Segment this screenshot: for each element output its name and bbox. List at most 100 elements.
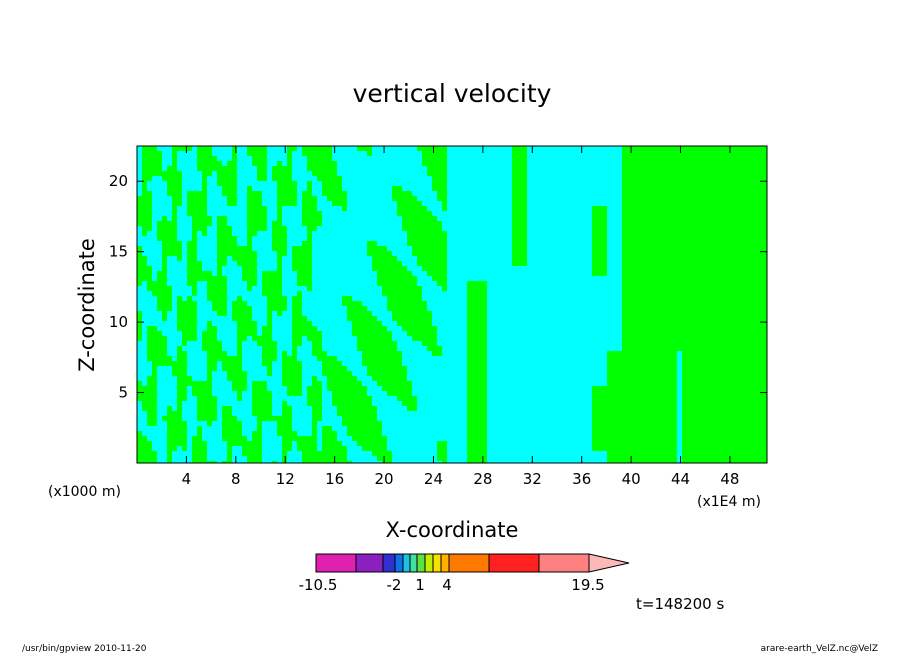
negative-cell — [597, 376, 602, 381]
negative-cell — [302, 171, 307, 176]
negative-cell — [332, 276, 337, 281]
negative-cell — [582, 191, 587, 196]
negative-cell — [452, 361, 457, 366]
negative-cell — [487, 291, 492, 296]
negative-cell — [457, 311, 462, 316]
negative-cell — [567, 331, 572, 336]
negative-cell — [317, 316, 322, 321]
negative-cell — [192, 371, 197, 376]
negative-cell — [467, 271, 472, 276]
negative-cell — [572, 316, 577, 321]
negative-cell — [277, 381, 282, 386]
negative-cell — [277, 356, 282, 361]
negative-cell — [492, 291, 497, 296]
negative-cell — [362, 456, 367, 461]
negative-cell — [162, 426, 167, 431]
negative-cell — [272, 361, 277, 366]
negative-cell — [462, 166, 467, 171]
negative-cell — [607, 331, 612, 336]
negative-cell — [577, 216, 582, 221]
negative-cell — [557, 371, 562, 376]
negative-cell — [322, 256, 327, 261]
negative-cell — [517, 286, 522, 291]
negative-cell — [547, 206, 552, 211]
negative-cell — [257, 376, 262, 381]
negative-cell — [602, 301, 607, 306]
negative-cell — [577, 401, 582, 406]
negative-cell — [527, 456, 532, 461]
negative-cell — [142, 281, 147, 286]
negative-cell — [407, 411, 412, 416]
negative-cell — [317, 296, 322, 301]
negative-cell — [507, 321, 512, 326]
negative-cell — [592, 281, 597, 286]
negative-cell — [562, 401, 567, 406]
negative-cell — [227, 396, 232, 401]
negative-cell — [227, 321, 232, 326]
negative-cell — [492, 261, 497, 266]
negative-cell — [542, 276, 547, 281]
negative-cell — [442, 366, 447, 371]
negative-cell — [447, 261, 452, 266]
negative-cell — [392, 171, 397, 176]
negative-cell — [357, 191, 362, 196]
negative-cell — [432, 456, 437, 461]
negative-cell — [187, 426, 192, 431]
negative-cell — [452, 266, 457, 271]
negative-cell — [512, 441, 517, 446]
negative-cell — [577, 196, 582, 201]
negative-cell — [502, 181, 507, 186]
negative-cell — [552, 216, 557, 221]
negative-cell — [677, 411, 682, 416]
negative-cell — [492, 216, 497, 221]
negative-cell — [537, 216, 542, 221]
negative-cell — [272, 336, 277, 341]
negative-cell — [337, 256, 342, 261]
negative-cell — [612, 236, 617, 241]
negative-cell — [472, 221, 477, 226]
negative-cell — [187, 456, 192, 461]
negative-cell — [332, 306, 337, 311]
negative-cell — [237, 406, 242, 411]
negative-cell — [477, 216, 482, 221]
negative-cell — [557, 336, 562, 341]
negative-cell — [467, 276, 472, 281]
negative-cell — [577, 236, 582, 241]
negative-cell — [192, 426, 197, 431]
negative-cell — [532, 161, 537, 166]
negative-cell — [312, 241, 317, 246]
negative-cell — [252, 181, 257, 186]
negative-cell — [202, 371, 207, 376]
negative-cell — [432, 311, 437, 316]
negative-cell — [332, 261, 337, 266]
negative-cell — [357, 286, 362, 291]
negative-cell — [412, 376, 417, 381]
negative-cell — [292, 171, 297, 176]
negative-cell — [597, 171, 602, 176]
negative-cell — [552, 296, 557, 301]
negative-cell — [442, 301, 447, 306]
negative-cell — [222, 201, 227, 206]
negative-cell — [402, 166, 407, 171]
negative-cell — [502, 316, 507, 321]
negative-cell — [452, 191, 457, 196]
negative-cell — [157, 376, 162, 381]
negative-cell — [447, 231, 452, 236]
negative-cell — [462, 206, 467, 211]
negative-cell — [422, 361, 427, 366]
negative-cell — [447, 301, 452, 306]
negative-cell — [397, 221, 402, 226]
negative-cell — [322, 376, 327, 381]
negative-cell — [492, 331, 497, 336]
negative-cell — [567, 321, 572, 326]
negative-cell — [527, 181, 532, 186]
negative-cell — [242, 456, 247, 461]
negative-cell — [512, 266, 517, 271]
negative-cell — [277, 156, 282, 161]
negative-cell — [532, 341, 537, 346]
negative-cell — [402, 181, 407, 186]
negative-cell — [337, 156, 342, 161]
negative-cell — [192, 361, 197, 366]
negative-cell — [562, 321, 567, 326]
negative-cell — [552, 391, 557, 396]
